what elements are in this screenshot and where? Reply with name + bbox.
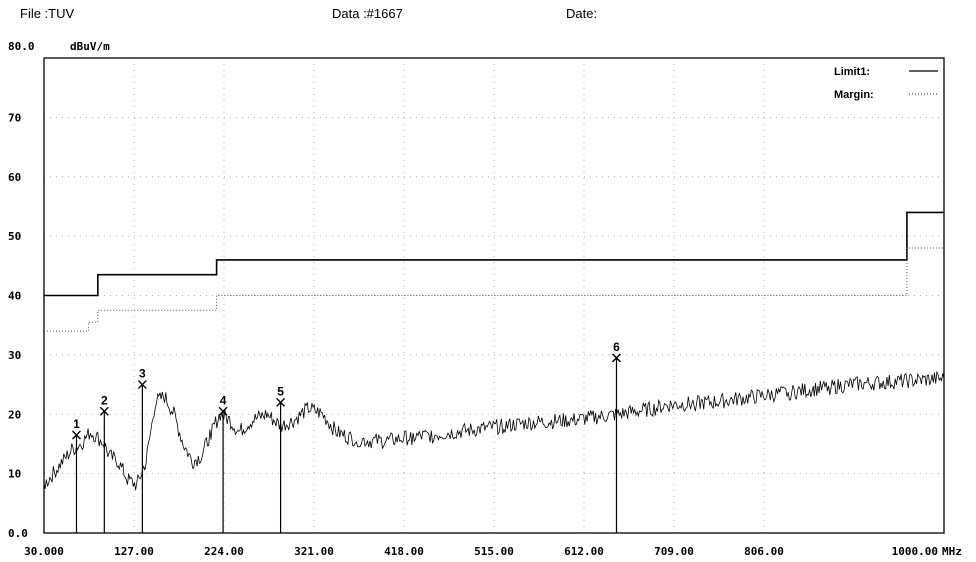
y-axis: 0.0 10 20 30 40 50 60 70 80.0 [8,40,35,540]
marker-cross-2 [99,406,109,416]
marker-cross-6 [611,353,621,363]
x-axis: 30.000 127.00 224.00 321.00 418.00 515.00 612.… [24,545,938,558]
series-group [43,211,945,491]
y-tick-label-8: 80.0 [8,40,35,53]
marker-group: 1 2 3 4 5 6 [71,340,621,533]
y-tick-label-0: 0.0 [8,527,28,540]
y-tick-label-7: 70 [8,111,21,124]
y-tick-label-3: 30 [8,349,21,362]
x-tick-label-1: 127.00 [114,545,154,558]
marker-label-5: 5 [277,384,284,398]
marker-label-2: 2 [101,393,108,407]
marker-label-6: 6 [613,340,620,354]
date-label: Date: [566,6,598,21]
series-limit1-line [44,211,944,297]
marker-label-4: 4 [220,393,227,407]
marker-cross-5 [276,397,286,407]
series-measured-line [43,370,945,491]
x-tick-label-6: 612.00 [564,545,604,558]
marker-cross-4 [218,406,228,416]
data-label: Data :#1667 [332,6,403,21]
y-tick-label-2: 20 [8,408,21,421]
x-tick-label-2: 224.00 [204,545,244,558]
x-tick-label-5: 515.00 [474,545,514,558]
legend: Limit1: Margin: [834,66,938,101]
grid [44,58,944,533]
x-axis-label: MHz [942,545,962,558]
y-tick-label-6: 60 [8,171,21,184]
marker-label-3: 3 [139,367,146,381]
x-tick-label-9: 1000.00 [892,545,938,558]
y-tick-label-4: 40 [8,290,21,303]
x-tick-label-4: 418.00 [384,545,424,558]
legend-label-0: Limit1: [834,66,870,78]
marker-cross-1 [71,430,81,440]
series-margin-line [44,247,944,332]
marker-cross-3 [137,380,147,390]
x-tick-label-8: 806.00 [744,545,784,558]
y-tick-label-5: 50 [8,230,21,243]
y-axis-label: dBuV/m [70,40,110,53]
file-label: File :TUV [20,6,75,21]
x-tick-label-3: 321.00 [294,545,334,558]
x-tick-label-0: 30.000 [24,545,64,558]
legend-label-1: Margin: [834,89,874,101]
y-tick-label-1: 10 [8,468,21,481]
marker-label-1: 1 [73,417,80,431]
x-tick-label-7: 709.00 [654,545,694,558]
